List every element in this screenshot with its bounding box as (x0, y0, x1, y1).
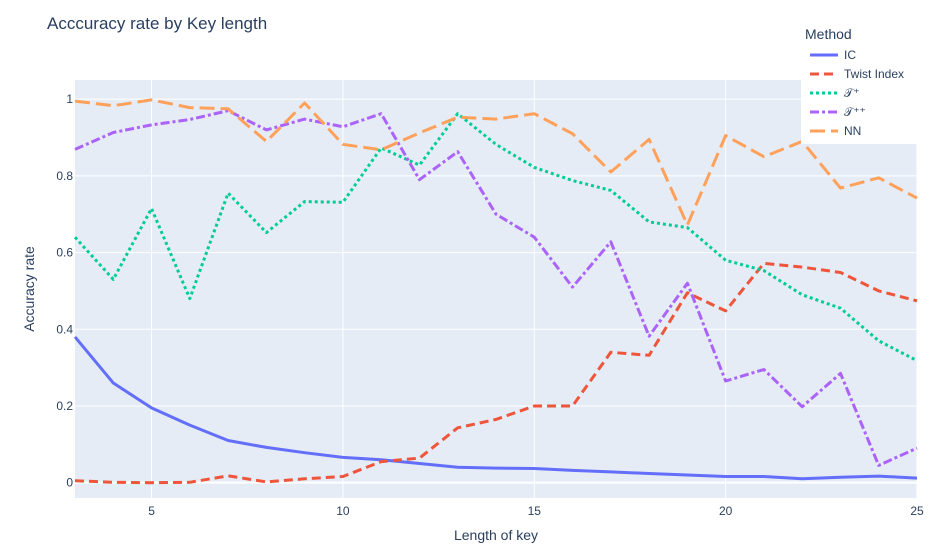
x-tick-label: 25 (910, 504, 924, 518)
legend-label: IC (844, 48, 856, 62)
y-tick-label: 0.2 (56, 399, 73, 413)
x-tick-label: 5 (148, 504, 155, 518)
legend-item-3[interactable]: 𝒯⁺⁺ (810, 105, 866, 119)
legend-label: NN (844, 124, 861, 138)
x-tick-label: 10 (336, 504, 350, 518)
y-tick-label: 0 (66, 476, 73, 490)
legend-item-1[interactable]: Twist Index (810, 67, 904, 81)
legend-label: 𝒯⁺⁺ (844, 105, 866, 119)
legend-item-4[interactable]: NN (810, 124, 861, 138)
y-tick-label: 0.8 (56, 169, 73, 183)
legend-label: Twist Index (844, 67, 904, 81)
x-axis-label: Length of key (454, 527, 538, 543)
series-line-4[interactable] (74, 98, 918, 227)
series-line-1[interactable] (74, 261, 918, 485)
x-tick-label: 15 (528, 504, 542, 518)
series-layer (73, 98, 918, 485)
legend-background (801, 20, 926, 144)
x-axis-ticks: 5 10 15 20 25 (148, 504, 924, 518)
legend-label: 𝒯⁺ (844, 86, 860, 100)
y-tick-label: 0.6 (56, 246, 73, 260)
x-tick-label: 20 (719, 504, 733, 518)
y-axis-ticks: 0 0.2 0.4 0.6 0.8 1 (56, 92, 73, 489)
series-line-3[interactable] (74, 109, 918, 467)
series-line-0[interactable] (73, 335, 918, 481)
legend-item-0[interactable]: IC (810, 48, 856, 62)
gridlines (75, 80, 918, 498)
y-tick-label: 0.4 (56, 322, 73, 336)
chart-title: Acccuracy rate by Key length (47, 14, 267, 33)
plot-area (75, 80, 917, 498)
legend[interactable]: Method IC Twist Index 𝒯⁺ 𝒯⁺⁺ NN (801, 20, 926, 144)
y-axis-label: Accuracy rate (21, 246, 37, 332)
legend-title: Method (805, 26, 852, 42)
legend-item-2[interactable]: 𝒯⁺ (810, 86, 860, 100)
y-tick-label: 1 (66, 92, 73, 106)
